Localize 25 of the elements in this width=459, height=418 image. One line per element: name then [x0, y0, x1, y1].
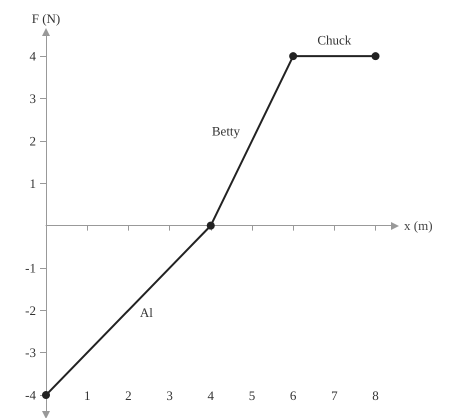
annotation: Chuck	[317, 32, 352, 48]
x-tick-label: 1	[84, 388, 90, 403]
y-tick-label: 3	[30, 91, 36, 106]
annotation: Al	[140, 304, 154, 320]
x-tick-label: 4	[208, 388, 215, 403]
y-tick-label: -1	[25, 260, 36, 276]
point	[206, 222, 215, 230]
y-tick-label: -4	[25, 388, 36, 403]
x-tick-label: 6	[290, 388, 297, 403]
annotation: Betty	[212, 123, 241, 138]
x-tick-label: 5	[248, 388, 256, 403]
y-tick-label: 4	[30, 48, 36, 64]
y-axis-title: F (N)	[32, 11, 60, 26]
x-tick-label: 2	[125, 388, 132, 403]
x-tick-label: 8	[372, 388, 379, 403]
x-tick-label: 3	[166, 388, 173, 403]
point	[372, 52, 380, 60]
y-tick-label: 2	[30, 133, 36, 148]
y-tick-label: -3	[25, 345, 36, 360]
point	[42, 391, 50, 400]
y-tick-label: 1	[30, 176, 36, 191]
point	[289, 52, 298, 60]
x-tick-label: 7	[331, 388, 338, 403]
x-axis-title: x (m)	[404, 218, 433, 234]
y-tick-label: -2	[25, 302, 36, 318]
